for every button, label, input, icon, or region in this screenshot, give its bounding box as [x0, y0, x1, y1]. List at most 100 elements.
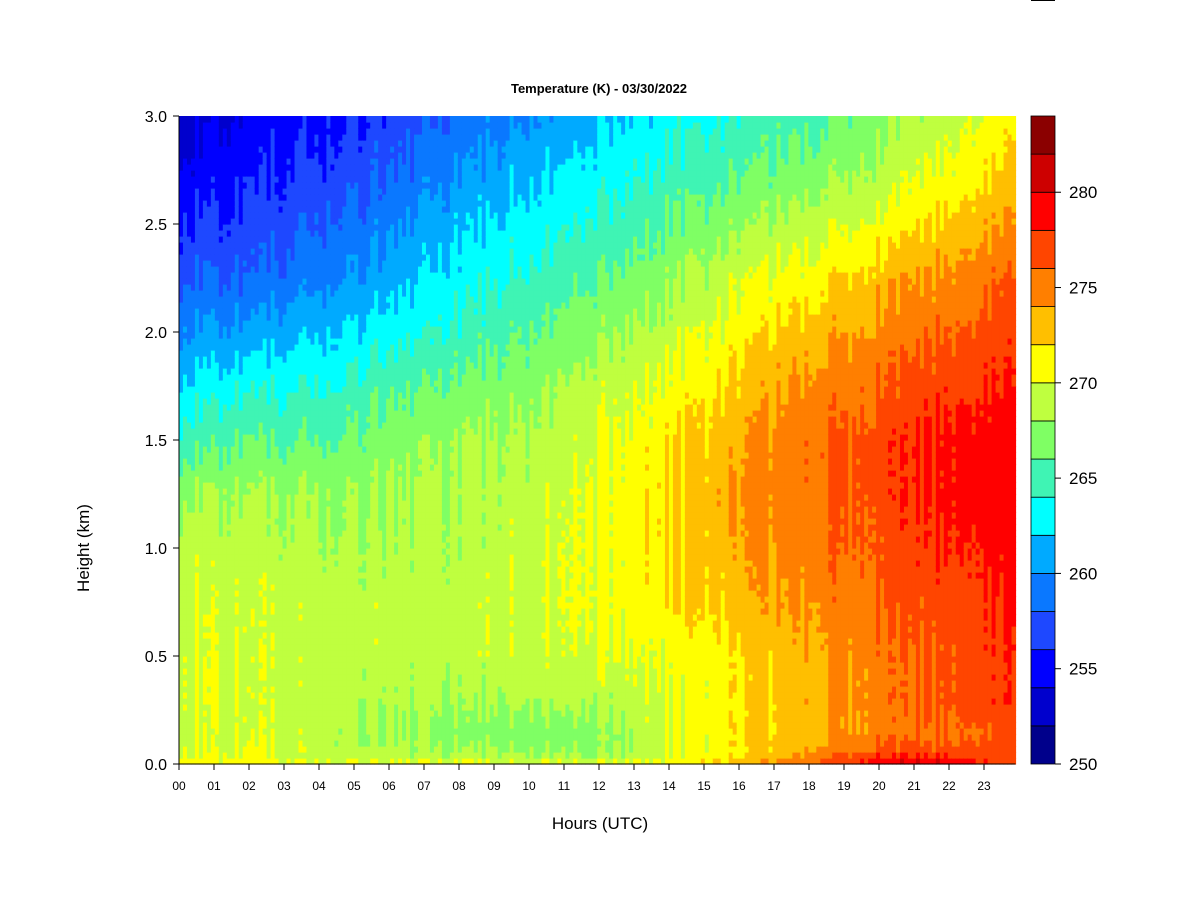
- heatmap-cell: [206, 116, 212, 123]
- heatmap-cell: [250, 548, 256, 555]
- heatmap-cell: [302, 278, 308, 285]
- heatmap-cell: [286, 116, 292, 123]
- heatmap-cell: [218, 452, 224, 459]
- heatmap-cell: [246, 146, 252, 153]
- heatmap-cell: [346, 182, 351, 189]
- heatmap-cell: [210, 212, 216, 219]
- heatmap-cell: [310, 278, 316, 285]
- heatmap-cell: [214, 362, 220, 369]
- heatmap-cell: [274, 656, 280, 663]
- heatmap-cell: [262, 728, 268, 735]
- heatmap-cell: [330, 152, 335, 159]
- heatmap-cell: [358, 194, 363, 201]
- heatmap-cell: [326, 452, 331, 459]
- heatmap-cell: [254, 266, 260, 273]
- heatmap-cell: [286, 392, 292, 399]
- heatmap-cell: [322, 278, 327, 285]
- heatmap-cell: [206, 332, 212, 339]
- heatmap-cell: [342, 632, 347, 639]
- heatmap-cell: [190, 284, 196, 291]
- heatmap-cell: [234, 362, 240, 369]
- heatmap-cell: [226, 146, 232, 153]
- heatmap-cell: [314, 302, 320, 309]
- heatmap-cell: [266, 464, 272, 471]
- heatmap-cell: [302, 524, 308, 531]
- heatmap-cell: [294, 662, 300, 669]
- heatmap-cell: [218, 638, 224, 645]
- heatmap-cell: [262, 488, 268, 495]
- heatmap-cell: [330, 638, 335, 645]
- heatmap-cell: [326, 212, 331, 219]
- heatmap-cell: [238, 152, 244, 159]
- heatmap-cell: [258, 584, 264, 591]
- heatmap-cell: [294, 542, 300, 549]
- heatmap-cell: [318, 326, 323, 333]
- heatmap-cell: [222, 716, 228, 723]
- heatmap-cell: [194, 758, 200, 765]
- heatmap-cell: [238, 164, 244, 171]
- heatmap-cell: [290, 578, 296, 585]
- heatmap-cell: [286, 458, 292, 465]
- heatmap-cell: [198, 728, 204, 735]
- heatmap-cell: [282, 206, 288, 213]
- heatmap-cell: [270, 710, 276, 717]
- heatmap-cell: [274, 278, 280, 285]
- heatmap-cell: [334, 428, 339, 435]
- heatmap-cell: [179, 332, 184, 339]
- heatmap-cell: [266, 578, 272, 585]
- heatmap-cell: [290, 308, 296, 315]
- heatmap-cell: [286, 614, 292, 621]
- heatmap-cell: [334, 236, 339, 243]
- heatmap-cell: [302, 140, 308, 147]
- heatmap-cell: [318, 314, 323, 321]
- heatmap-cell: [258, 134, 264, 141]
- heatmap-cell: [346, 650, 351, 657]
- heatmap-cell: [206, 698, 212, 705]
- heatmap-cell: [230, 554, 236, 561]
- heatmap-cell: [258, 170, 264, 177]
- heatmap-cell: [302, 506, 308, 513]
- heatmap-cell: [274, 638, 280, 645]
- heatmap-cell: [354, 266, 359, 273]
- heatmap-cell: [258, 530, 264, 537]
- heatmap-cell: [234, 302, 240, 309]
- heatmap-cell: [282, 728, 288, 735]
- heatmap-cell: [286, 746, 292, 753]
- heatmap-cell: [334, 284, 339, 291]
- heatmap-cell: [338, 314, 343, 321]
- heatmap-cell: [238, 674, 244, 681]
- heatmap-cell: [270, 200, 276, 207]
- heatmap-cell: [314, 224, 320, 231]
- heatmap-cell: [202, 656, 208, 663]
- heatmap-cell: [182, 560, 188, 567]
- heatmap-cell: [262, 722, 268, 729]
- heatmap-cell: [330, 668, 335, 675]
- heatmap-cell: [179, 290, 184, 297]
- heatmap-cell: [198, 530, 204, 537]
- heatmap-cell: [358, 404, 363, 411]
- heatmap-cell: [262, 338, 268, 345]
- heatmap-cell: [238, 128, 244, 135]
- heatmap-cell: [242, 698, 248, 705]
- heatmap-cell: [242, 476, 248, 483]
- heatmap-cell: [334, 218, 339, 225]
- heatmap-cell: [346, 584, 351, 591]
- heatmap-cell: [354, 596, 359, 603]
- heatmap-cell: [234, 398, 240, 405]
- heatmap-cell: [226, 392, 232, 399]
- heatmap-cell: [270, 386, 276, 393]
- heatmap-cell: [310, 530, 316, 537]
- heatmap-cell: [330, 308, 335, 315]
- heatmap-cell: [298, 518, 304, 525]
- heatmap-cell: [218, 320, 224, 327]
- heatmap-cell: [254, 428, 260, 435]
- heatmap-cell: [326, 602, 331, 609]
- heatmap-cell: [310, 578, 316, 585]
- heatmap-cell: [190, 542, 196, 549]
- heatmap-cell: [278, 278, 284, 285]
- heatmap-cell: [194, 170, 200, 177]
- heatmap-cell: [230, 758, 236, 765]
- heatmap-cell: [278, 218, 284, 225]
- heatmap-cell: [334, 278, 339, 285]
- heatmap-cell: [270, 296, 276, 303]
